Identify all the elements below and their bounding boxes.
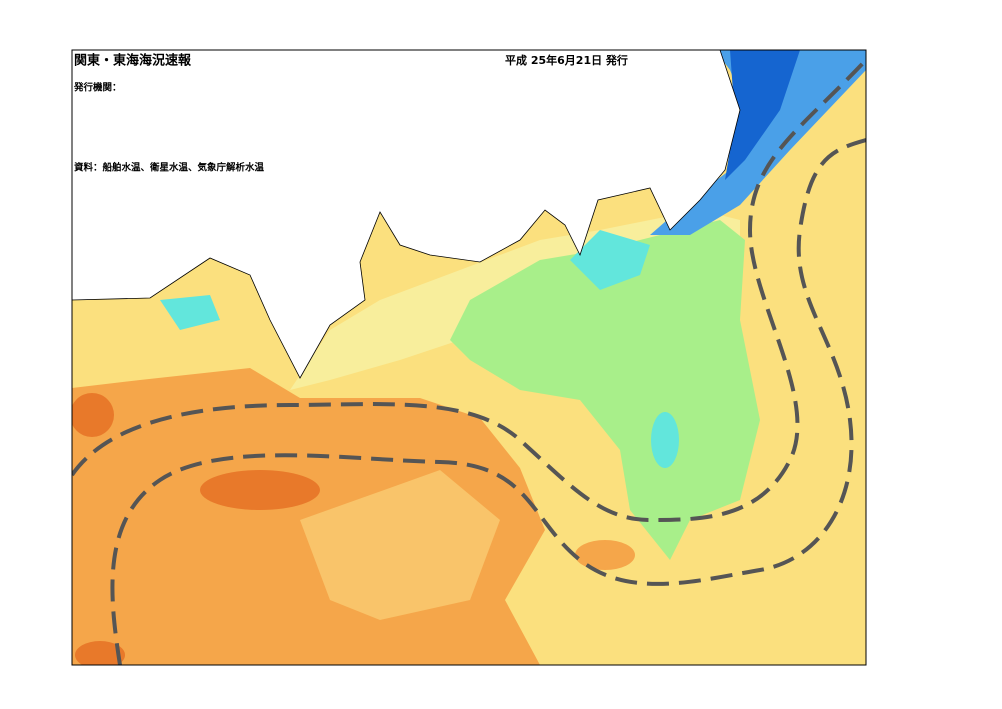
green-water (450, 220, 760, 560)
cyan-water (570, 230, 650, 290)
issuer-label: 発行機関： (73, 82, 122, 94)
issue-date: 平成 25年6月21日 発行 (505, 53, 628, 67)
source: 資料：船舶水温、衛星水温、気象庁解析水温 (74, 162, 265, 174)
cold-water (650, 50, 866, 235)
frame (71, 49, 867, 666)
land (72, 50, 741, 379)
kuroshio-edge (72, 58, 866, 523)
cyan-water (160, 295, 220, 330)
map-body (72, 50, 866, 665)
warm-core (200, 470, 320, 510)
warm-core (75, 641, 125, 665)
cold-core (725, 50, 800, 180)
kuroshio-edge (110, 138, 866, 665)
warm-band (300, 470, 500, 620)
title: 関東・東海海況速報 (74, 53, 192, 69)
warm-core (72, 393, 114, 437)
warm-patch (575, 540, 635, 570)
cyan-water (651, 412, 679, 468)
